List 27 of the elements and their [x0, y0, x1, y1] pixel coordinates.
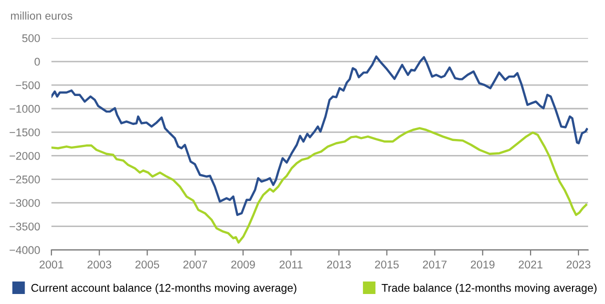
- y-tick-label: −1500: [10, 128, 40, 136]
- x-tick-label: 2015: [375, 260, 399, 268]
- x-tick-label: 2005: [135, 260, 160, 268]
- x-tick-label: 2003: [88, 260, 112, 268]
- y-axis-title: million euros: [11, 12, 72, 20]
- x-tick-label: 2009: [231, 260, 255, 268]
- y-tick-label: −1000: [10, 104, 40, 113]
- legend-label: Current account balance (12-months moving average): [31, 284, 296, 294]
- x-tick-label: 2011: [280, 260, 302, 268]
- y-tick-label: 0: [34, 58, 40, 66]
- x-tick-label: 2001: [40, 260, 64, 268]
- y-tick-label: −3500: [10, 222, 40, 230]
- x-tick-label: 2017: [422, 260, 447, 268]
- x-tick-label: 2021: [518, 260, 542, 268]
- x-tick-label: 2019: [470, 260, 494, 268]
- y-tick-label: −4000: [10, 246, 40, 254]
- line-series: [51, 127, 588, 244]
- y-tick-label: −2000: [10, 152, 40, 160]
- x-tick-label: 2023: [566, 260, 590, 268]
- y-tick-label: −2500: [10, 176, 40, 184]
- legend-label: Trade balance (12-months moving average): [382, 284, 596, 294]
- x-tick-label: 2013: [327, 260, 351, 268]
- y-tick-label: 500: [22, 34, 40, 42]
- x-tick-label: 2007: [183, 260, 207, 268]
- y-tick-label: −3000: [10, 199, 40, 207]
- line-series: [51, 55, 588, 216]
- y-tick-label: −500: [16, 81, 40, 90]
